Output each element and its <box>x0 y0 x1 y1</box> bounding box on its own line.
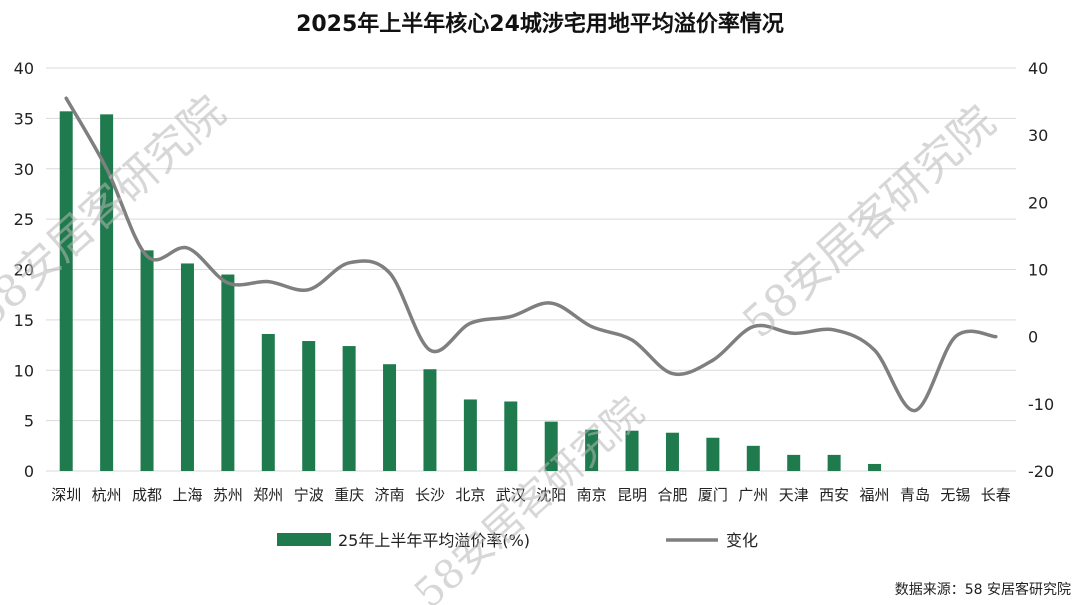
gridlines <box>46 67 1016 472</box>
bar <box>868 463 882 471</box>
category-label: 上海 <box>172 486 202 504</box>
right-tick-label: -20 <box>1028 462 1054 481</box>
category-label: 杭州 <box>92 486 122 504</box>
source-note: 数据来源：58 安居客研究院 <box>895 581 1071 598</box>
left-tick-label: 25 <box>14 210 34 229</box>
category-label: 郑州 <box>253 486 283 504</box>
legend-swatch-bar <box>277 533 331 546</box>
category-label: 宁波 <box>294 486 324 504</box>
bar <box>706 437 720 471</box>
category-label: 深圳 <box>51 486 81 504</box>
category-label: 重庆 <box>334 486 364 504</box>
bar <box>746 445 760 471</box>
left-tick-label: 0 <box>24 462 34 481</box>
category-label: 苏州 <box>213 486 243 504</box>
category-label: 天津 <box>779 486 809 504</box>
left-tick-label: 40 <box>14 59 34 78</box>
left-tick-label: 35 <box>14 109 34 128</box>
bar <box>504 401 518 471</box>
right-tick-label: 10 <box>1028 261 1048 280</box>
bar <box>100 114 114 471</box>
category-label: 济南 <box>375 486 405 504</box>
category-label: 青岛 <box>900 486 930 504</box>
bar <box>787 454 801 471</box>
bar-series <box>59 111 882 471</box>
left-tick-label: 15 <box>14 311 34 330</box>
bar <box>827 454 841 471</box>
left-tick-label: 20 <box>14 261 34 280</box>
category-label: 北京 <box>455 486 485 504</box>
chart-title: 2025年上半年核心24城涉宅用地平均溢价率情况 <box>296 11 784 37</box>
left-tick-label: 5 <box>24 412 34 431</box>
category-label: 合肥 <box>657 486 687 504</box>
right-tick-label: 20 <box>1028 193 1048 212</box>
bar <box>342 346 356 471</box>
bar <box>544 421 558 471</box>
category-label: 成都 <box>132 486 162 504</box>
bar <box>180 263 194 471</box>
bar <box>302 341 316 471</box>
right-axis-ticks: -20 -10 0 10 20 30 40 <box>1028 59 1054 481</box>
bar <box>665 432 679 471</box>
legend: 25年上半年平均溢价率(%) 变化 <box>277 531 758 550</box>
bar <box>625 430 639 471</box>
category-label: 昆明 <box>617 486 647 504</box>
category-label: 长沙 <box>415 486 445 504</box>
right-tick-label: 30 <box>1028 126 1048 145</box>
right-tick-label: 0 <box>1028 328 1038 347</box>
left-tick-label: 10 <box>14 361 34 380</box>
bar <box>140 250 154 471</box>
bar <box>585 429 599 471</box>
watermark: 58安居客研究院 <box>733 96 1005 348</box>
category-label: 福州 <box>860 486 890 504</box>
legend-label-line: 变化 <box>726 531 758 550</box>
category-label: 无锡 <box>940 486 970 504</box>
category-label: 长春 <box>981 486 1011 504</box>
left-axis-ticks: 0 5 10 15 20 25 30 35 40 <box>14 59 34 481</box>
bar <box>463 399 477 471</box>
category-label: 西安 <box>819 486 849 504</box>
category-label: 南京 <box>577 486 607 504</box>
line-series <box>64 96 998 413</box>
bar <box>383 364 397 471</box>
category-label: 厦门 <box>698 486 728 504</box>
bar <box>423 369 437 471</box>
category-label: 武汉 <box>496 486 526 504</box>
category-label: 广州 <box>738 486 768 504</box>
right-tick-label: -10 <box>1028 395 1054 414</box>
change-line <box>64 96 998 413</box>
bar <box>261 333 275 471</box>
category-label: 沈阳 <box>536 486 566 504</box>
left-tick-label: 30 <box>14 160 34 179</box>
bar <box>221 274 235 471</box>
category-labels: 深圳 杭州 成都 上海 苏州 郑州 宁波 重庆 济南 长沙 北京 武汉 沈阳 南京 昆明 合肥 厦门 广州 天津 西安… <box>51 486 1011 504</box>
watermark: 58安居客研究院 <box>0 86 235 338</box>
legend-label-bar: 25年上半年平均溢价率(%) <box>338 531 530 550</box>
right-tick-label: 40 <box>1028 59 1048 78</box>
bar <box>59 111 73 471</box>
